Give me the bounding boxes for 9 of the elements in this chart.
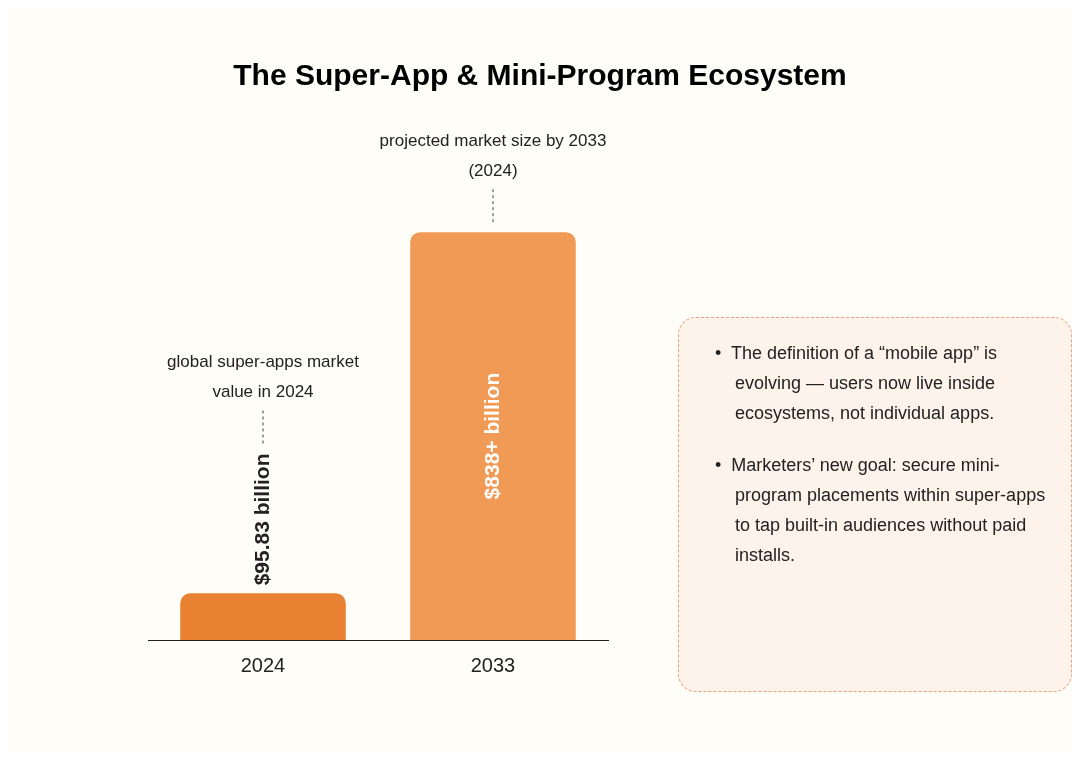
chart-title: The Super-App & Mini-Program Ecosystem <box>232 57 848 92</box>
text: • Marketers’ new goal: secure mini-program placements within super-apps to tap built-in audiences without paid installs. <box>715 454 1047 567</box>
x-tick-label: 2033 <box>470 653 516 676</box>
annotation: global super-apps market value in 2024 <box>167 352 360 402</box>
data-label: $838+ billion <box>479 372 503 500</box>
data-label: $95.83 billion <box>249 453 273 586</box>
x-tick-label: 2024 <box>240 653 286 676</box>
text: • The definition of a “mobile app” is evolving — users now live inside ecosystems, not individual apps. <box>715 342 999 425</box>
text: projected market size by 2033 (2024) <box>379 131 607 181</box>
